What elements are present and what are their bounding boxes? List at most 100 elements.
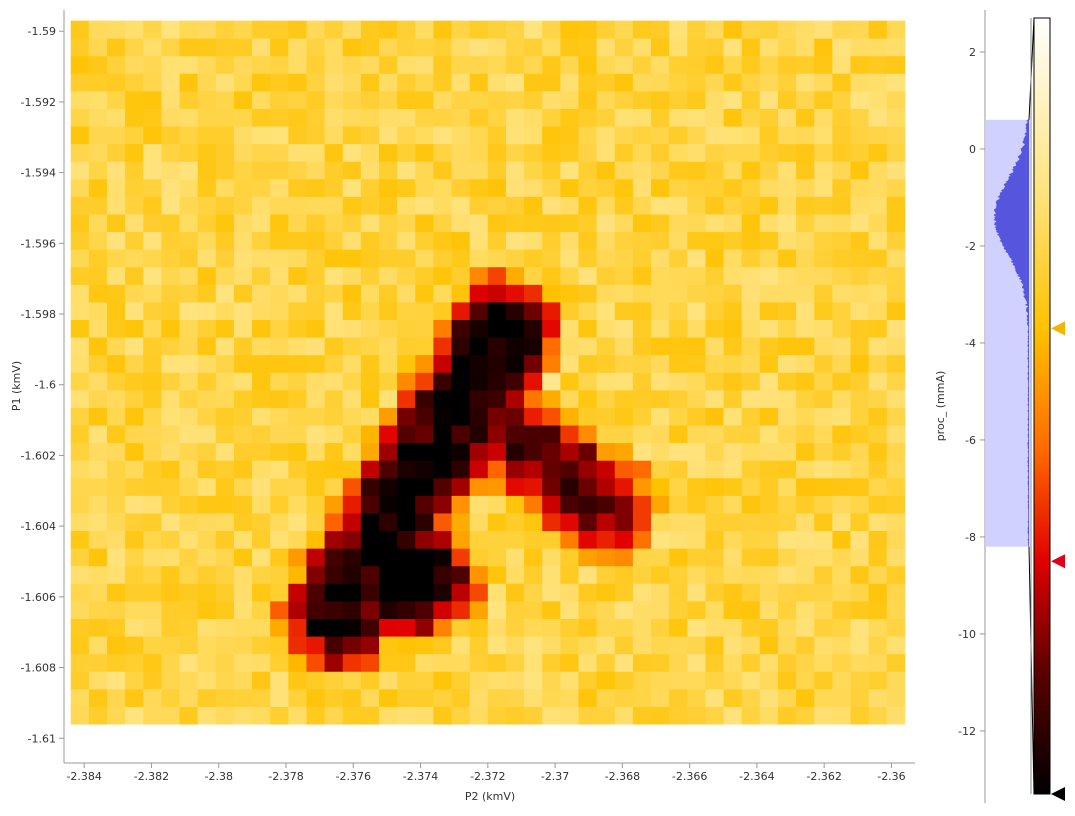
heatmap-cell [415, 530, 434, 549]
heatmap-cell [288, 266, 307, 285]
heatmap-cell [433, 530, 452, 549]
heatmap-cell [306, 20, 325, 39]
heatmap-cell [868, 477, 888, 496]
heatmap-cell [360, 565, 380, 584]
heatmap-cell [651, 90, 670, 109]
level-marker-lower[interactable] [1051, 554, 1065, 569]
heatmap-cell [759, 354, 779, 373]
level-markers[interactable] [1051, 321, 1065, 801]
heatmap-cell [70, 583, 90, 602]
heatmap-cell [651, 460, 670, 479]
heatmap-cell [487, 548, 507, 567]
heatmap-cell [197, 407, 217, 426]
heatmap-cell [107, 249, 126, 268]
heatmap-cell [777, 20, 797, 39]
heatmap-cell [814, 601, 833, 619]
heatmap-cell [886, 196, 906, 215]
heatmap-cell [360, 126, 380, 145]
heatmap-cell [179, 319, 199, 338]
heatmap-cell [143, 38, 162, 57]
heatmap-cell [360, 671, 380, 690]
heatmap-cell [814, 266, 833, 285]
heatmap-cell [777, 38, 797, 57]
heatmap-cell [161, 55, 180, 74]
heatmap-cell [324, 706, 344, 725]
heatmap-cell [215, 389, 235, 408]
colorbar-gradient[interactable] [1033, 17, 1051, 795]
heatmap-cell [252, 108, 271, 127]
heatmap-cell [379, 583, 398, 602]
heatmap-cell [505, 337, 525, 356]
heatmap-cell [469, 653, 489, 672]
heatmap-cell [705, 513, 724, 532]
heatmap-cell [505, 266, 525, 285]
heatmap-cell [886, 354, 906, 373]
heatmap-cell [342, 161, 362, 180]
heatmap-cell [814, 196, 833, 215]
heatmap-cell [197, 231, 217, 250]
heatmap-cell [614, 73, 634, 92]
heatmap-cell [342, 196, 362, 215]
heatmap-cell [651, 671, 670, 690]
heatmap-cell [487, 108, 507, 127]
heatmap-cell [161, 266, 180, 285]
heatmap-cell [886, 161, 906, 180]
heatmap-cell [179, 143, 199, 162]
level-marker-upper[interactable] [1051, 321, 1065, 336]
heatmap-cell [687, 653, 706, 672]
heatmap-cell [107, 284, 126, 303]
heatmap-cell [215, 601, 235, 619]
heatmap-cell [125, 372, 144, 391]
heatmap-cell [614, 407, 634, 426]
heatmap-cell [505, 513, 525, 532]
heatmap-cell [651, 513, 670, 532]
heatmap-cell [125, 178, 144, 197]
heatmap-cell [360, 284, 380, 303]
heatmap-cell [560, 126, 579, 145]
heatmap-cell [759, 407, 779, 426]
heatmap-cell [832, 90, 851, 109]
heatmap-cell [669, 530, 688, 549]
heatmap-cell [379, 636, 398, 655]
heatmap-cell [161, 302, 180, 320]
heatmap-cell [723, 178, 743, 197]
heatmap-cell [433, 354, 452, 373]
heatmap-cell [524, 565, 543, 584]
heatmap-cell [143, 618, 162, 637]
heatmap-cell [487, 38, 507, 57]
heatmap-cell [832, 354, 851, 373]
heatmap-cell [197, 548, 217, 567]
heatmap-cell [832, 302, 851, 320]
heatmap-cell [487, 231, 507, 250]
heatmap-cell [723, 601, 743, 619]
heatmap-cell [360, 231, 380, 250]
heatmap-cell [614, 249, 634, 268]
heatmap-cell [324, 231, 344, 250]
heatmap-cells [70, 20, 906, 725]
heatmap-cell [705, 565, 724, 584]
heatmap-cell [324, 425, 344, 444]
heatmap-cell [614, 425, 634, 444]
heatmap-cell [433, 442, 452, 461]
heatmap-cell [324, 671, 344, 690]
heatmap-cell [379, 372, 398, 391]
heatmap-cell [107, 143, 126, 162]
heatmap-cell [741, 389, 761, 408]
heatmap-cell [451, 302, 471, 320]
heatmap-cell [578, 583, 598, 602]
heatmap-cell [614, 55, 634, 74]
heatmap-cell [542, 266, 561, 285]
heatmap-cell [306, 407, 325, 426]
heatmap-cell [578, 126, 598, 145]
heatmap-cell [669, 284, 688, 303]
heatmap-cell [832, 20, 851, 39]
heatmap-cell [759, 108, 779, 127]
heatmap-cell [886, 73, 906, 92]
heatmap-cell [487, 319, 507, 338]
heatmap-cell [379, 196, 398, 215]
heatmap-cell [88, 565, 108, 584]
level-marker-bottom[interactable] [1051, 787, 1065, 801]
heatmap-cell [397, 90, 416, 109]
heatmap-cell [687, 266, 706, 285]
heatmap-cell [651, 601, 670, 619]
